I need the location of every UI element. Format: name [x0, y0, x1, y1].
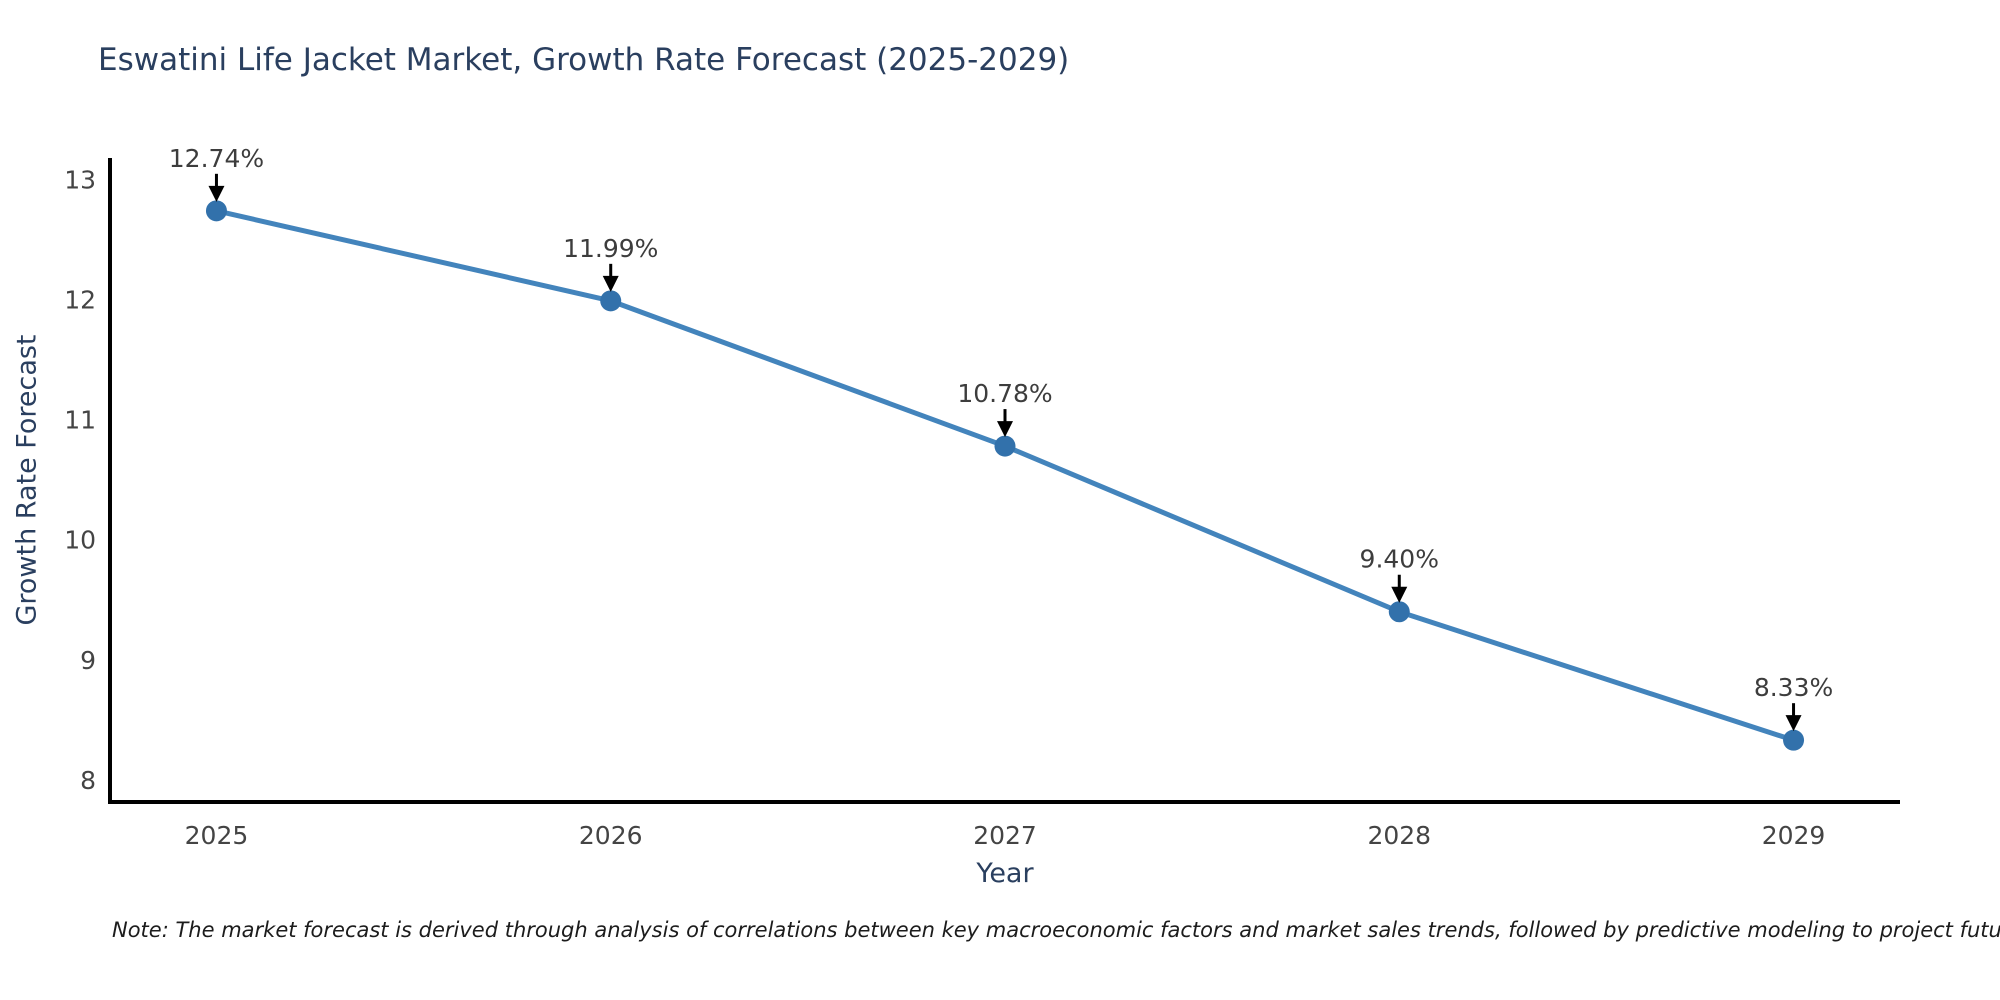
- y-tick-label: 10: [64, 526, 96, 555]
- annotation-arrowhead-icon: [997, 421, 1013, 438]
- data-point-marker: [1388, 601, 1410, 623]
- annotation-arrowhead-icon: [1391, 586, 1408, 603]
- y-tick-label: 12: [64, 286, 96, 315]
- y-tick-label: 9: [80, 646, 96, 675]
- data-point-label: 9.40%: [1360, 545, 1439, 574]
- x-tick-label: 2029: [1762, 821, 1826, 850]
- y-tick-label: 11: [64, 406, 96, 435]
- data-point-marker: [994, 435, 1016, 457]
- x-axis-title: Year: [976, 858, 1034, 889]
- data-point-marker: [205, 200, 227, 222]
- data-point-label: 8.33%: [1754, 673, 1833, 702]
- y-tick-label: 8: [80, 766, 96, 795]
- chart-title: Eswatini Life Jacket Market, Growth Rate…: [98, 42, 1070, 78]
- annotation-arrowhead-icon: [602, 275, 619, 292]
- trend-line: [213, 208, 1797, 743]
- annotation-arrowhead-icon: [208, 185, 225, 202]
- x-tick-label: 2028: [1367, 821, 1431, 850]
- data-point-label: 11.99%: [563, 234, 658, 263]
- annotation-arrowhead-icon: [1785, 715, 1802, 732]
- data-point-label: 12.74%: [169, 144, 264, 173]
- x-tick-label: 2027: [973, 821, 1037, 850]
- data-point-marker: [1783, 729, 1805, 751]
- data-point-label: 10.78%: [957, 379, 1052, 408]
- x-tick-label: 2026: [579, 821, 643, 850]
- x-tick-label: 2025: [185, 821, 249, 850]
- y-tick-label: 13: [64, 166, 96, 195]
- data-point-marker: [600, 290, 622, 312]
- footnote: Note: The market forecast is derived thr…: [112, 918, 2000, 942]
